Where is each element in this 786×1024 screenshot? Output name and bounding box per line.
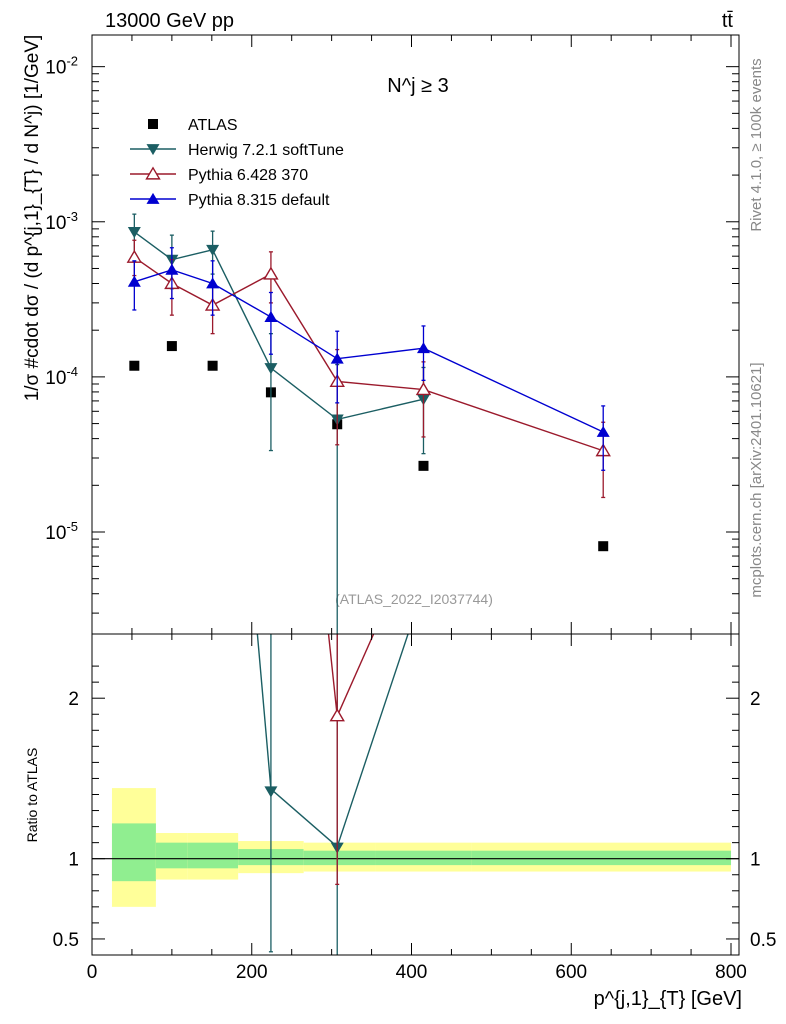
ratio-bands — [92, 788, 739, 907]
atlas-point — [598, 541, 609, 552]
ratio-y-tick-label-left: 1 — [68, 850, 79, 871]
pythia-8-315-default-point — [127, 275, 141, 287]
x-tick-label: 600 — [555, 962, 587, 983]
pythia-8-315-default-line — [134, 269, 604, 433]
x-tick-label: 800 — [715, 962, 747, 983]
analysis-tag: (ATLAS_2022_I2037744) — [335, 591, 493, 607]
pythia-8-315-default-point — [330, 352, 344, 364]
atlas-point — [166, 341, 177, 352]
channel-label: tt̄ — [722, 10, 734, 32]
y-tick-label: 10-5 — [45, 519, 78, 544]
ratio-band-green — [111, 823, 156, 882]
ratio-y-tick-label-left: 0.5 — [53, 930, 79, 951]
panel-title: N^j ≥ 3 — [387, 75, 448, 97]
pythia-8-315-default-point — [416, 342, 430, 354]
atlas-point — [207, 360, 218, 371]
y-tick-label: 10-4 — [45, 364, 78, 389]
x-tick-label: 200 — [236, 962, 268, 983]
pythia-8-315-default-legend-marker — [146, 192, 160, 204]
herwig-7-2-1-softtune-legend-marker — [146, 144, 160, 156]
rivet-label: Rivet 4.1.0, ≥ 100k events — [748, 58, 765, 231]
herwig-7-2-1-softtune-point — [206, 244, 220, 256]
legend: ATLAS Herwig 7.2.1 softTune Pythia 6.428 3… — [130, 117, 344, 209]
pythia-6-428-370-ratio-line — [336, 633, 375, 717]
pythia-6-428-370-legend-marker — [145, 166, 161, 180]
pythia-6-428-370-ratio-line — [327, 633, 338, 717]
atlas-point — [129, 360, 140, 371]
ratio-y-axis-label: Ratio to ATLAS — [24, 748, 40, 843]
ratio-panel-frame — [91, 633, 740, 956]
ratio-band-green — [471, 850, 732, 866]
ratio-y-tick-label-left: 2 — [68, 689, 79, 710]
herwig-7-2-1-softtune-line — [133, 231, 424, 421]
ratio-band-green — [155, 842, 188, 869]
x-axis-label: p^{j,1}_{T} [GeV] — [594, 988, 742, 1010]
axes: 0 200 400 600 800 10-5 10-4 10-3 10-2 0.5 0.5 1 1 2 2 — [45, 35, 776, 983]
ratio-band-green — [187, 842, 239, 869]
herwig-7-2-1-softtune-point — [127, 227, 141, 239]
pythia-6-428-370-line — [133, 256, 604, 452]
herwig-7-2-1-softtune-ratio-line — [256, 633, 272, 790]
pythia-8-315-default-point — [206, 277, 220, 289]
main-data-marks — [126, 213, 611, 634]
pythia-6-428-370-ratio-point — [329, 708, 345, 722]
ratio-band-green — [303, 850, 376, 866]
y-tick-label: 10-3 — [45, 209, 78, 234]
x-tick-label: 0 — [87, 962, 98, 983]
source-label: mcplots.cern.ch [arXiv:2401.10621] — [748, 362, 765, 597]
x-tick-label: 400 — [396, 962, 428, 983]
pythia-8-315-default-point — [264, 310, 278, 322]
atlas-legend-marker — [148, 119, 158, 129]
pythia-8-315-default-point — [165, 263, 179, 275]
atlas-point — [418, 460, 429, 471]
pythia-6-428-370-point — [415, 382, 432, 396]
pythia-8-315-default-point — [596, 425, 610, 437]
atlas-legend-label: ATLAS — [188, 117, 238, 134]
ratio-y-tick-label-right: 0.5 — [750, 930, 776, 951]
herwig-7-2-1-softtune-legend-label: Herwig 7.2.1 softTune — [188, 142, 344, 159]
herwig-7-2-1-softtune-point — [264, 363, 278, 375]
process-label: 13000 GeV pp — [105, 10, 234, 32]
pythia-6-428-370-legend-label: Pythia 6.428 370 — [188, 167, 308, 184]
herwig-7-2-1-softtune-ratio-point — [264, 786, 278, 798]
y-tick-label: 10-2 — [45, 54, 78, 79]
ratio-band-green — [375, 850, 472, 866]
pythia-6-428-370-point — [263, 266, 279, 280]
herwig-7-2-1-softtune-ratio-line — [336, 633, 409, 847]
ratio-y-tick-label-right: 2 — [750, 689, 761, 710]
herwig-7-2-1-softtune-ratio-line — [270, 788, 338, 848]
pythia-8-315-default-legend-label: Pythia 8.315 default — [188, 192, 330, 209]
ratio-y-tick-label-right: 1 — [750, 850, 761, 871]
main-y-axis-label: 1/σ #cdot dσ / (d p^{j,1}_{T} / d N^j) [… — [22, 35, 43, 402]
ratio-data-marks — [256, 633, 409, 955]
